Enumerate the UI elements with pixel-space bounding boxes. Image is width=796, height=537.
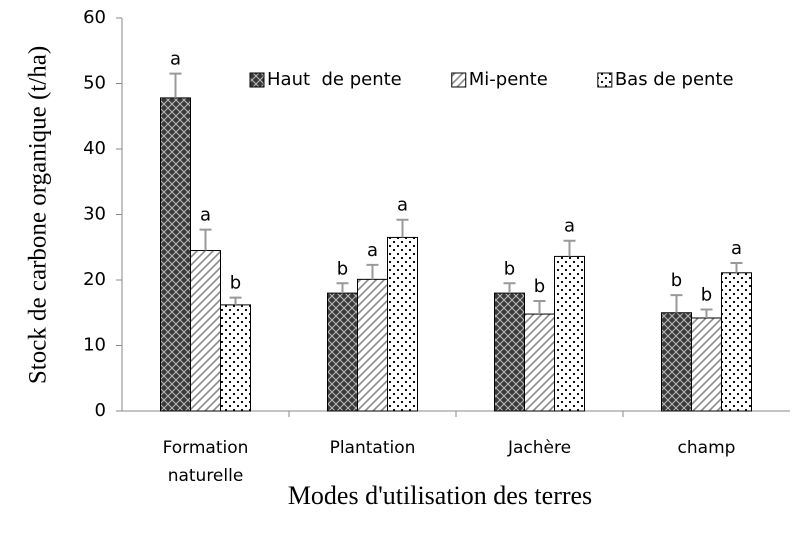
- significance-letter: a: [731, 238, 742, 259]
- y-tick-label: 20: [83, 269, 106, 290]
- error-bar: [229, 296, 242, 305]
- bar: [357, 278, 388, 412]
- significance-letter: b: [230, 273, 241, 294]
- bar: [554, 255, 585, 412]
- error-bar: [700, 308, 713, 318]
- significance-letter: a: [397, 195, 408, 216]
- legend-swatch: [451, 72, 467, 88]
- bar: [220, 304, 251, 412]
- y-tick-label: 0: [95, 400, 106, 421]
- legend-swatch: [597, 72, 613, 88]
- error-bar: [563, 239, 576, 257]
- y-tick-label: 30: [83, 204, 106, 225]
- significance-letter: b: [701, 284, 712, 305]
- x-tick-label: champ: [677, 438, 736, 458]
- significance-letter: a: [564, 216, 575, 237]
- significance-letter: a: [367, 240, 378, 261]
- significance-letter: b: [337, 258, 348, 279]
- error-bar: [533, 299, 546, 315]
- x-tick-label: Plantation: [329, 438, 416, 458]
- bar: [661, 312, 692, 412]
- significance-letter: b: [534, 276, 545, 297]
- legend-label: Haut de pente: [267, 69, 402, 90]
- error-bar: [336, 282, 349, 294]
- y-tick-label: 40: [83, 138, 106, 159]
- error-bar: [169, 72, 182, 98]
- x-tick-label: Formation naturelle: [162, 438, 249, 486]
- legend-label: Mi-pente: [469, 69, 548, 90]
- significance-letter: a: [200, 205, 211, 226]
- error-bar: [199, 228, 212, 251]
- error-bar: [670, 294, 683, 313]
- error-bar: [730, 261, 743, 273]
- y-tick-label: 50: [83, 73, 106, 94]
- significance-letter: b: [671, 270, 682, 291]
- significance-letter: b: [504, 258, 515, 279]
- bar: [190, 250, 221, 412]
- bar: [524, 313, 555, 412]
- bar: [691, 317, 722, 412]
- x-axis-label: Modes d'utilisation des terres: [288, 481, 592, 510]
- bar: [160, 97, 191, 412]
- bar: [387, 236, 418, 412]
- y-tick-label: 10: [83, 335, 106, 356]
- legend-label: Bas de pente: [615, 69, 734, 90]
- significance-letter: a: [170, 49, 181, 70]
- x-tick-label: Jachère: [507, 438, 572, 458]
- error-bar: [503, 282, 516, 294]
- y-axis-label: Stock de carbone organique (t/ha): [25, 46, 52, 384]
- legend-swatch: [249, 72, 265, 88]
- bar: [494, 292, 525, 412]
- bar: [721, 272, 752, 412]
- y-tick-label: 60: [83, 7, 106, 28]
- bar: [327, 292, 358, 412]
- error-bar: [396, 218, 409, 238]
- error-bar: [366, 263, 379, 280]
